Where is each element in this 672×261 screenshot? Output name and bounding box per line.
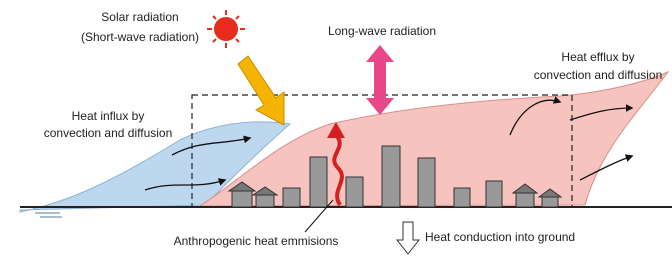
sun: [207, 10, 245, 48]
label: Long-wave radiation: [328, 24, 436, 38]
ground-arrow: [397, 222, 419, 254]
label: Anthropogenic heat emmisions: [174, 234, 339, 248]
label: Heat influx by: [72, 109, 145, 123]
longwave-arrow: [366, 45, 394, 115]
diagram: Solar radiation (Short-wave radiation) L…: [0, 0, 672, 261]
label: convection and diffusion: [534, 68, 663, 82]
label: (Short-wave radiation): [81, 30, 199, 44]
solar-arrow: [238, 56, 284, 125]
label: Heat conduction into ground: [425, 230, 575, 244]
label: Solar radiation: [101, 10, 178, 24]
label: convection and diffusion: [44, 126, 173, 140]
label: Heat efflux by: [561, 50, 634, 64]
